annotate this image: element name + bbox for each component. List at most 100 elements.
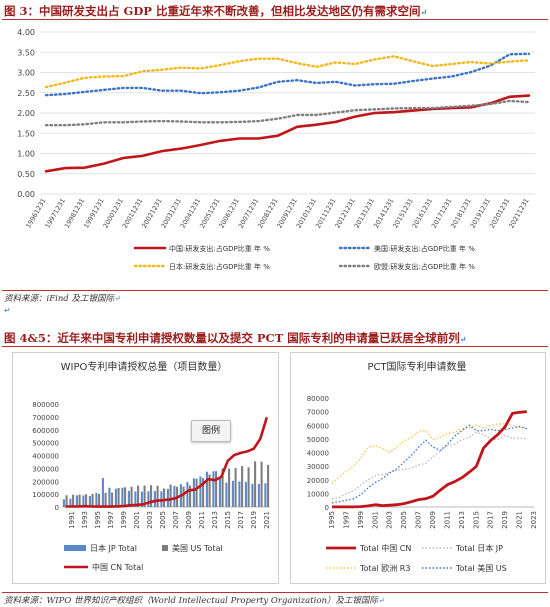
y-tick-label: 500000 <box>32 440 59 448</box>
bar-jp <box>238 481 241 507</box>
bar-us <box>117 487 120 507</box>
x-tick-label: 2011 <box>443 511 451 529</box>
x-tick-label: 2011 <box>198 511 206 529</box>
bar-jp <box>264 483 267 507</box>
y-tick-label: 600000 <box>32 427 59 435</box>
bar-jp <box>62 499 65 507</box>
bar-us <box>72 494 75 507</box>
figure45-source: 资料来源：WIPO 世界知识产权组织（World Intellectual Pr… <box>4 596 385 606</box>
x-tick-label: 2015 <box>472 511 480 529</box>
bar-us <box>163 488 166 507</box>
x-tick-label: 1997 <box>107 511 115 529</box>
bar-jp <box>88 496 91 507</box>
y-tick-label: 50000 <box>307 436 329 444</box>
y-tick-label: 0 <box>325 504 329 512</box>
legend-label: 日本 JP Total <box>90 543 137 553</box>
legend-tooltip[interactable]: 图例 <box>191 420 231 442</box>
y-tick-label: 30000 <box>307 463 329 471</box>
series-line <box>331 423 527 484</box>
legend-label: Total 欧洲 R3 <box>359 563 410 573</box>
x-tick-label: 2019 <box>250 511 258 529</box>
bar-jp <box>140 491 143 507</box>
x-tick-label: 2007 <box>172 511 180 529</box>
x-tick-label: 2013 <box>458 511 466 529</box>
bar-us <box>65 495 68 507</box>
wipo-panel <box>12 352 279 584</box>
y-tick-label: 2.00 <box>17 109 35 118</box>
bar-jp <box>95 492 98 507</box>
x-tick-label: 1995 <box>94 511 102 529</box>
y-tick-label: 0.50 <box>17 170 35 179</box>
y-tick-label: 80000 <box>307 395 329 403</box>
legend-swatch <box>64 545 86 551</box>
y-tick-label: 20000 <box>307 477 329 485</box>
figure45-title-rule <box>2 346 548 347</box>
bar-jp <box>244 482 247 507</box>
legend-label: 中国:研发支出:占GDP比重 年 % <box>169 244 270 253</box>
bar-jp <box>121 487 124 507</box>
bar-us <box>221 468 224 507</box>
y-tick-label: 0.00 <box>17 190 35 199</box>
bar-us <box>150 485 153 507</box>
y-tick-label: 3.50 <box>17 48 35 57</box>
figure3-title-rule <box>2 19 548 20</box>
x-tick-label: 2009 <box>429 511 437 529</box>
bar-jp <box>101 478 104 507</box>
x-tick-label: 1995 <box>328 511 336 529</box>
bar-us <box>130 486 133 507</box>
bar-jp <box>251 483 254 507</box>
y-tick-label: 800000 <box>32 401 59 409</box>
bar-jp <box>75 495 78 507</box>
series-line <box>332 410 527 509</box>
bar-jp <box>82 495 85 507</box>
bar-us <box>104 492 107 507</box>
paragraph-mark: ↵ <box>4 306 11 315</box>
x-tick-label: 2003 <box>386 511 394 529</box>
y-tick-label: 400000 <box>32 453 59 461</box>
legend-label: 欧盟:研发支出:占GDP比重 年 % <box>374 262 475 271</box>
line-cn <box>65 417 269 508</box>
legend-label: Total 中国 CN <box>359 543 411 553</box>
y-tick-label: 10000 <box>307 490 329 498</box>
bar-us <box>169 484 172 507</box>
bar-jp <box>108 487 111 507</box>
x-tick-label: 2009 <box>185 511 193 529</box>
bar-jp <box>173 485 176 507</box>
bar-jp <box>218 477 221 507</box>
series-line <box>44 94 531 173</box>
x-tick-label: 2021 <box>516 511 524 529</box>
legend-label: Total 日本 JP <box>455 543 503 553</box>
y-tick-label: 100000 <box>32 491 59 499</box>
x-tick-label: 2019 <box>501 511 509 529</box>
x-tick-label: 2013 <box>211 511 219 529</box>
bar-us <box>124 487 127 507</box>
y-tick-label: 1.00 <box>17 150 35 159</box>
bar-us <box>98 493 101 507</box>
rd-gdp-line-chart: 0.000.501.001.502.002.503.003.504.001996… <box>17 28 535 271</box>
y-tick-label: 2.50 <box>17 89 35 98</box>
bar-jp <box>205 471 208 507</box>
x-tick-label: 1997 <box>342 511 350 529</box>
y-tick-label: 4.00 <box>17 28 35 37</box>
figure45-title: 图 4&5：近年来中国专利申请授权数量以及提交 PCT 国际专利的申请量已跃居全… <box>4 331 467 345</box>
series-line <box>44 99 531 127</box>
bar-jp <box>225 482 228 507</box>
bar-jp <box>134 491 137 507</box>
bar-us <box>254 461 257 507</box>
figure3-title: 图 3：中国研发支出占 GDP 比重近年来不断改善，但相比发达地区仍有需求空间↵ <box>4 4 428 18</box>
chart-title: WIPO专利申请授权总量（项目数量） <box>61 360 228 373</box>
y-tick-label: 40000 <box>307 450 329 458</box>
x-tick-label: 2017 <box>487 511 495 529</box>
bar-jp <box>192 478 195 507</box>
legend-label: 日本:研发支出:占GDP比重 年 % <box>169 262 270 271</box>
bar-jp <box>199 476 202 507</box>
bar-jp <box>69 498 72 507</box>
wipo-grants-chart: WIPO专利申请授权总量（项目数量） 0 100000 200000 300000 400… <box>32 360 270 572</box>
bar-jp <box>257 483 260 507</box>
series-line <box>331 431 527 500</box>
x-tick-label: 2001 <box>371 511 379 529</box>
x-tick-label: 2005 <box>400 511 408 529</box>
bar-us <box>78 494 81 507</box>
bar-us <box>241 466 244 507</box>
bar-us <box>85 494 88 507</box>
